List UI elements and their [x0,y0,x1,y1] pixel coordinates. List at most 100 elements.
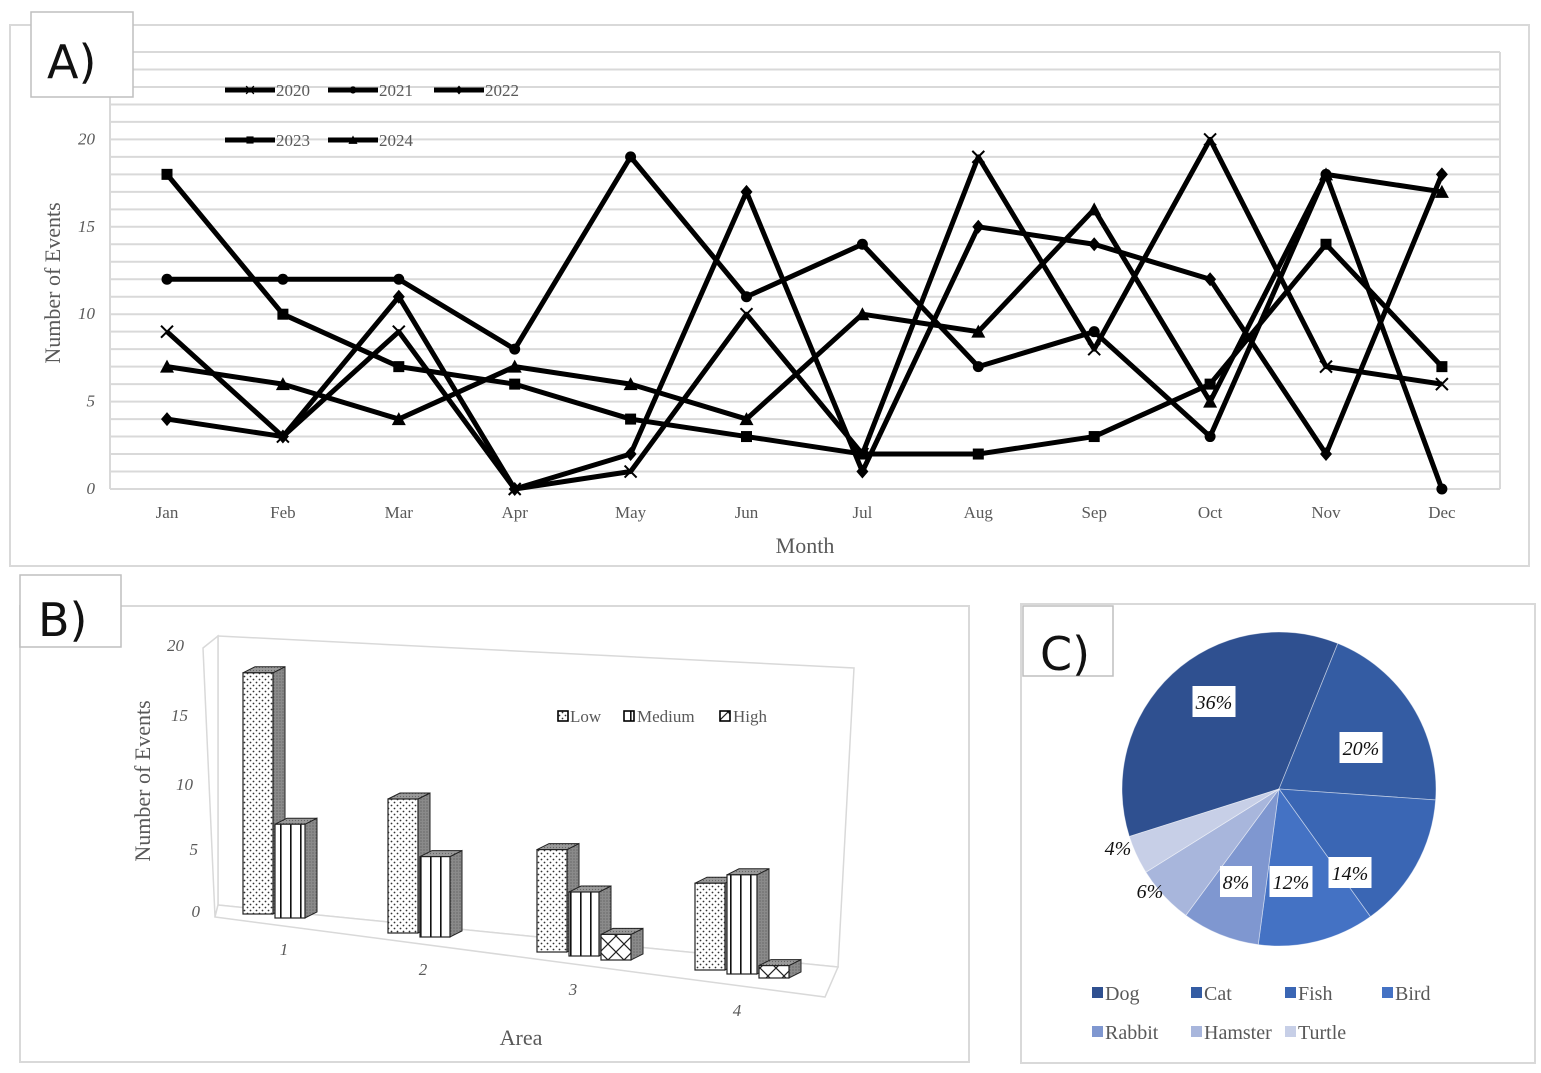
series-2024 [160,167,1449,426]
legend-item-2022: 2022 [434,81,519,100]
data-label-text: 4% [1105,838,1132,860]
chart-b-x-tick-labels: 1 2 3 4 [280,940,742,1020]
data-point [1088,326,1100,338]
x-tick-label: Sep [1081,503,1107,522]
legend-item-hamster: Hamster [1191,1022,1272,1044]
area-4-bars [694,867,802,979]
area-3-bars [536,842,644,961]
legend-label: 2023 [276,131,310,150]
bar-medium [419,849,463,938]
bar-side [449,849,463,938]
data-point [1319,167,1333,181]
x-tick-label: Oct [1198,503,1223,522]
bar-front [274,823,306,919]
legend-marker [455,85,463,95]
data-point [856,464,869,479]
data-point [741,291,752,303]
panel-b-label: B) [38,593,88,647]
bar-front [419,855,451,938]
chart-a-x-tick-labels: Jan Feb Mar Apr May Jun Jul Aug Sep Oct Nov Dec [156,503,1456,522]
bar-side [304,817,318,919]
bar-front [726,874,758,975]
data-point [741,431,752,443]
series-line [166,173,1445,492]
chart-b-bars [242,665,802,979]
legend-swatch [1285,987,1296,998]
legend-marker [245,85,255,95]
series-line [165,136,1443,492]
data-point [1320,238,1332,250]
data-point [160,324,174,339]
legend-item-turtle: Turtle [1285,1022,1346,1044]
y-tick-label: 0 [192,902,201,921]
legend-label: 2022 [485,81,519,100]
data-point [277,273,289,285]
data-point [856,238,868,250]
data-point [392,324,406,339]
data-label-rabbit: 8% [1220,866,1252,897]
legend-item-high: High [719,707,768,726]
data-point [1203,132,1217,147]
legend-item-fish: Fish [1285,983,1332,1005]
panel-c-label-box [1022,605,1114,677]
data-point [276,429,289,444]
data-label-text: 14% [1332,863,1369,885]
bar-front [694,882,726,971]
legend-label: Low [570,707,602,726]
data-point [1088,431,1100,443]
chart-b-x-axis-title: Area [500,1025,543,1050]
y-tick-label: 10 [176,775,194,794]
legend-marker [349,86,357,94]
bar-side [756,867,770,975]
legend-swatch [1382,987,1393,998]
legend-item-rabbit: Rabbit [1092,1022,1159,1044]
chart-b-legend: Low Medium High [557,707,768,726]
legend-marker [246,136,254,144]
bar-front [536,848,568,953]
data-point [393,361,405,373]
data-label-text: 8% [1223,872,1250,894]
legend-swatch [1191,1026,1202,1037]
chart-a-legend: 2020 2021 2022 2023 2024 [225,81,519,150]
y-tick-label: 20 [78,129,96,148]
data-point [855,307,870,321]
data-point [1320,447,1332,462]
legend-swatch [557,710,569,722]
pie-slice-bird [1257,787,1371,947]
data-point [1435,377,1449,391]
data-label-turtle: 4% [1105,838,1132,860]
data-point [856,448,868,460]
panel-a-label: A) [47,35,96,89]
data-label-fish: 14% [1328,857,1372,888]
legend-label: Turtle [1298,1022,1346,1044]
data-label-text: 12% [1273,872,1310,894]
legend-label: Medium [637,707,695,726]
data-point [971,324,986,338]
data-label-box [1339,732,1383,763]
x-tick-label: 3 [568,980,578,999]
data-point [740,184,753,199]
data-label-bird: 12% [1269,866,1313,897]
pie-slice-cat [1278,642,1437,801]
data-point [509,343,521,355]
panel-a-label-box [30,11,134,98]
legend-label: Dog [1105,983,1139,1005]
data-point [160,359,174,373]
data-point [391,412,406,426]
legend-swatch [719,710,731,722]
series-2021 [161,151,1448,495]
data-point [739,307,754,321]
data-point [623,464,638,479]
data-point [971,150,986,164]
data-label-cat: 20% [1339,732,1383,763]
data-point [393,273,405,285]
chart-b-y-axis-title: Number of Events [130,700,155,861]
x-tick-label: 2 [419,960,428,979]
y-tick-label: 15 [171,706,188,725]
data-point [161,412,173,427]
series-line [167,154,1445,490]
data-point [1319,359,1333,374]
data-point [972,361,984,373]
legend-item-2021: 2021 [328,81,413,100]
bar-high [758,958,802,979]
